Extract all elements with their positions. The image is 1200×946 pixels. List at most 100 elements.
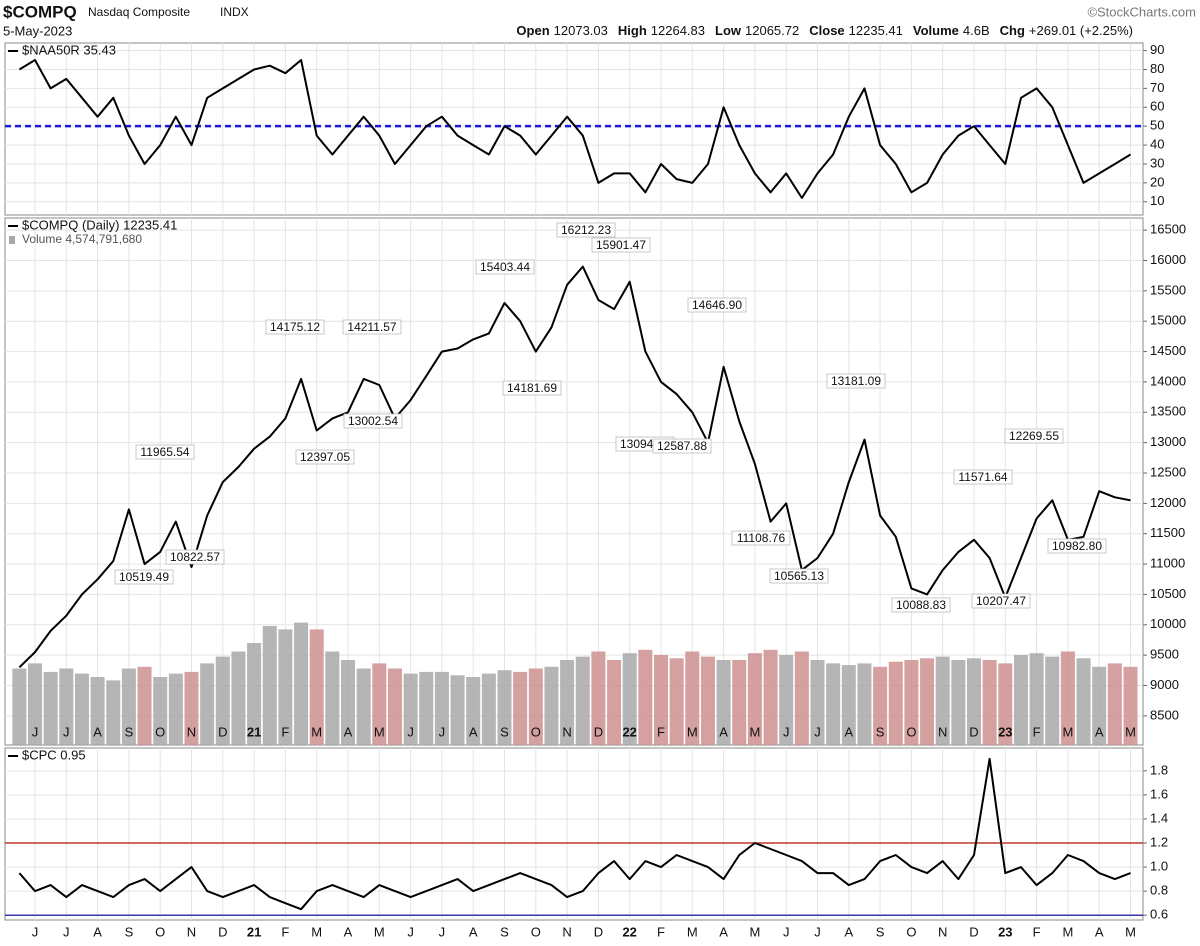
volume-bar [1123, 666, 1138, 745]
volume-bar [951, 660, 966, 745]
y-tick-label: 15500 [1150, 282, 1186, 297]
volume-bar [137, 666, 152, 745]
x-tick-label: A [719, 924, 728, 939]
x-tick-label: M [687, 724, 698, 739]
quote-label: Open [516, 23, 549, 38]
volume-bar [700, 656, 715, 745]
annotation-label: 10519.49 [119, 570, 169, 584]
date: 5-May-2023 [3, 23, 72, 38]
x-tick-label: M [311, 724, 322, 739]
annotation-box [295, 449, 355, 465]
annotation-box [891, 597, 951, 613]
y-tick-label: 11500 [1150, 525, 1185, 540]
x-tick-label: J [783, 724, 790, 739]
annotation-box [652, 438, 712, 454]
annotation-label: 15901.47 [596, 238, 646, 252]
y-tick-label: 14500 [1150, 343, 1186, 358]
volume-bar [857, 663, 872, 745]
volume-bar [607, 660, 622, 745]
x-tick-label: N [938, 924, 947, 939]
volume-bar [450, 675, 465, 745]
volume-bar [732, 660, 747, 745]
quote-value: 12073.03 [554, 23, 608, 38]
x-tick-label: 22 [622, 924, 636, 939]
legend-label: $CPC 0.95 [22, 747, 86, 762]
quote-label: Close [809, 23, 844, 38]
y-tick-label: 16000 [1150, 252, 1186, 267]
volume-bar [215, 656, 230, 745]
annotation-box [342, 319, 402, 335]
volume-bar [622, 653, 637, 745]
quote-value: 12235.41 [849, 23, 903, 38]
y-tick-label: 50 [1150, 118, 1164, 133]
quote-value: 12264.83 [651, 23, 705, 38]
volume-bar [387, 668, 402, 745]
y-tick-label: 1.6 [1150, 786, 1168, 801]
x-tick-label: D [594, 724, 603, 739]
y-tick-label: 80 [1150, 61, 1164, 76]
volume-bar [168, 673, 183, 745]
annotation-box [502, 380, 562, 396]
x-tick-label: J [407, 924, 414, 939]
annotation-box [343, 413, 403, 429]
volume-bar [669, 658, 684, 745]
x-tick-label: S [125, 724, 134, 739]
annotation-box [114, 569, 174, 585]
volume-bar [90, 677, 105, 745]
credit: ©StockCharts.com [1087, 4, 1196, 19]
annotation-label: 14175.12 [270, 320, 320, 334]
volume-bar [967, 658, 981, 745]
legend-label: $COMPQ (Daily) 12235.41 [22, 217, 177, 232]
volume-bar [810, 660, 825, 745]
annotation-label: 14646.90 [692, 298, 742, 312]
x-tick-label: 21 [247, 924, 261, 939]
panel-frame [4, 42, 1144, 216]
y-tick-label: 90 [1150, 42, 1164, 57]
x-tick-label: A [93, 924, 102, 939]
x-tick-label: J [63, 724, 70, 739]
volume-bar [513, 671, 528, 745]
exchange: INDX [220, 5, 249, 19]
volume-bar [575, 656, 590, 745]
volume-bar [654, 654, 668, 745]
x-tick-label: F [281, 724, 289, 739]
x-tick-label: M [687, 924, 698, 939]
volume-bar [372, 663, 387, 745]
volume-bar [278, 629, 293, 745]
x-tick-label: M [374, 724, 385, 739]
x-tick-label: A [719, 724, 728, 739]
x-tick-label: M [1062, 724, 1073, 739]
x-tick-label: A [93, 724, 102, 739]
x-tick-label: D [969, 924, 978, 939]
volume-bar [43, 671, 58, 745]
volume-bar [184, 671, 199, 745]
volume-bar [904, 660, 919, 745]
volume-bar [1076, 658, 1091, 745]
quote-line: Open 12073.03 High 12264.83 Low 12065.72 Close… [516, 23, 1133, 38]
volume-bar [560, 660, 575, 745]
x-tick-label: A [344, 724, 353, 739]
annotation-box [556, 222, 616, 238]
x-tick-label: A [1095, 724, 1104, 739]
y-tick-label: 13000 [1150, 434, 1186, 449]
volume-bar [59, 668, 74, 745]
annotation-box [971, 593, 1031, 609]
volume-bar [779, 654, 794, 745]
volume-bar [528, 668, 543, 745]
volume-bar [935, 656, 950, 745]
volume-bar [403, 673, 418, 745]
x-tick-label: M [749, 924, 760, 939]
annotation-label: 13181.09 [831, 374, 881, 388]
x-tick-label: N [938, 724, 947, 739]
volume-bar [873, 666, 888, 745]
volume-bar [12, 668, 27, 745]
annotation-label: 14211.57 [347, 320, 396, 334]
x-tick-label: J [814, 924, 821, 939]
x-tick-label: O [155, 724, 165, 739]
x-tick-label: 23 [998, 924, 1012, 939]
annotation-box [135, 444, 195, 460]
annotation-box [953, 469, 1013, 485]
y-tick-label: 40 [1150, 137, 1164, 152]
volume-bar [262, 626, 277, 745]
y-tick-label: 15000 [1150, 313, 1186, 328]
